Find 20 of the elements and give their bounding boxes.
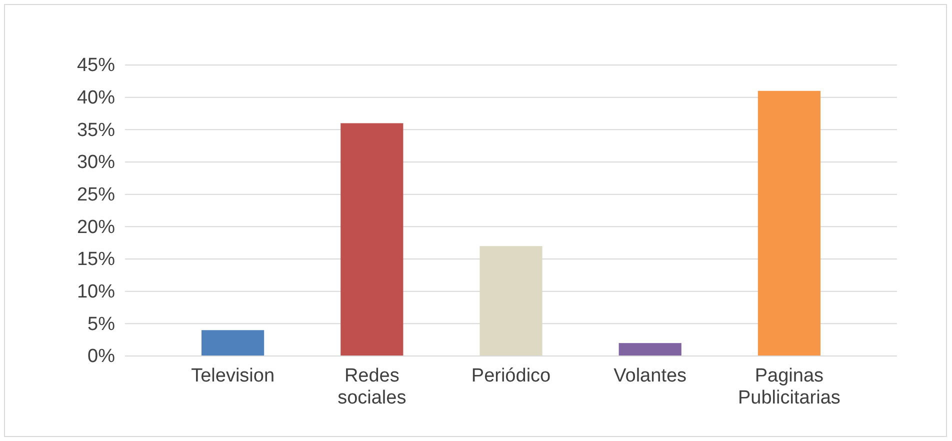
y-tick-label: 20% <box>76 216 116 238</box>
bar <box>480 246 542 356</box>
y-tick-label: 5% <box>88 314 116 335</box>
bar <box>340 123 404 356</box>
x-tick-label: Volantes <box>614 365 687 386</box>
y-tick-label: 25% <box>76 184 116 206</box>
x-tick-label: Television <box>191 365 275 386</box>
x-tick-label: Paginas Publicitarias <box>738 365 840 408</box>
y-tick-label: 40% <box>76 87 116 108</box>
x-tick-label: Periódico <box>471 365 551 386</box>
bar <box>758 90 820 356</box>
y-tick-label: 10% <box>76 281 116 302</box>
bar <box>618 343 682 356</box>
y-tick-label: 0% <box>88 346 116 368</box>
y-tick-label: 30% <box>76 152 116 174</box>
x-tick-label: Redes sociales <box>338 365 406 408</box>
bar <box>202 330 264 356</box>
y-tick-label: 15% <box>76 249 116 270</box>
y-tick-label: 35% <box>76 120 116 141</box>
y-tick-label: 45% <box>76 55 116 76</box>
